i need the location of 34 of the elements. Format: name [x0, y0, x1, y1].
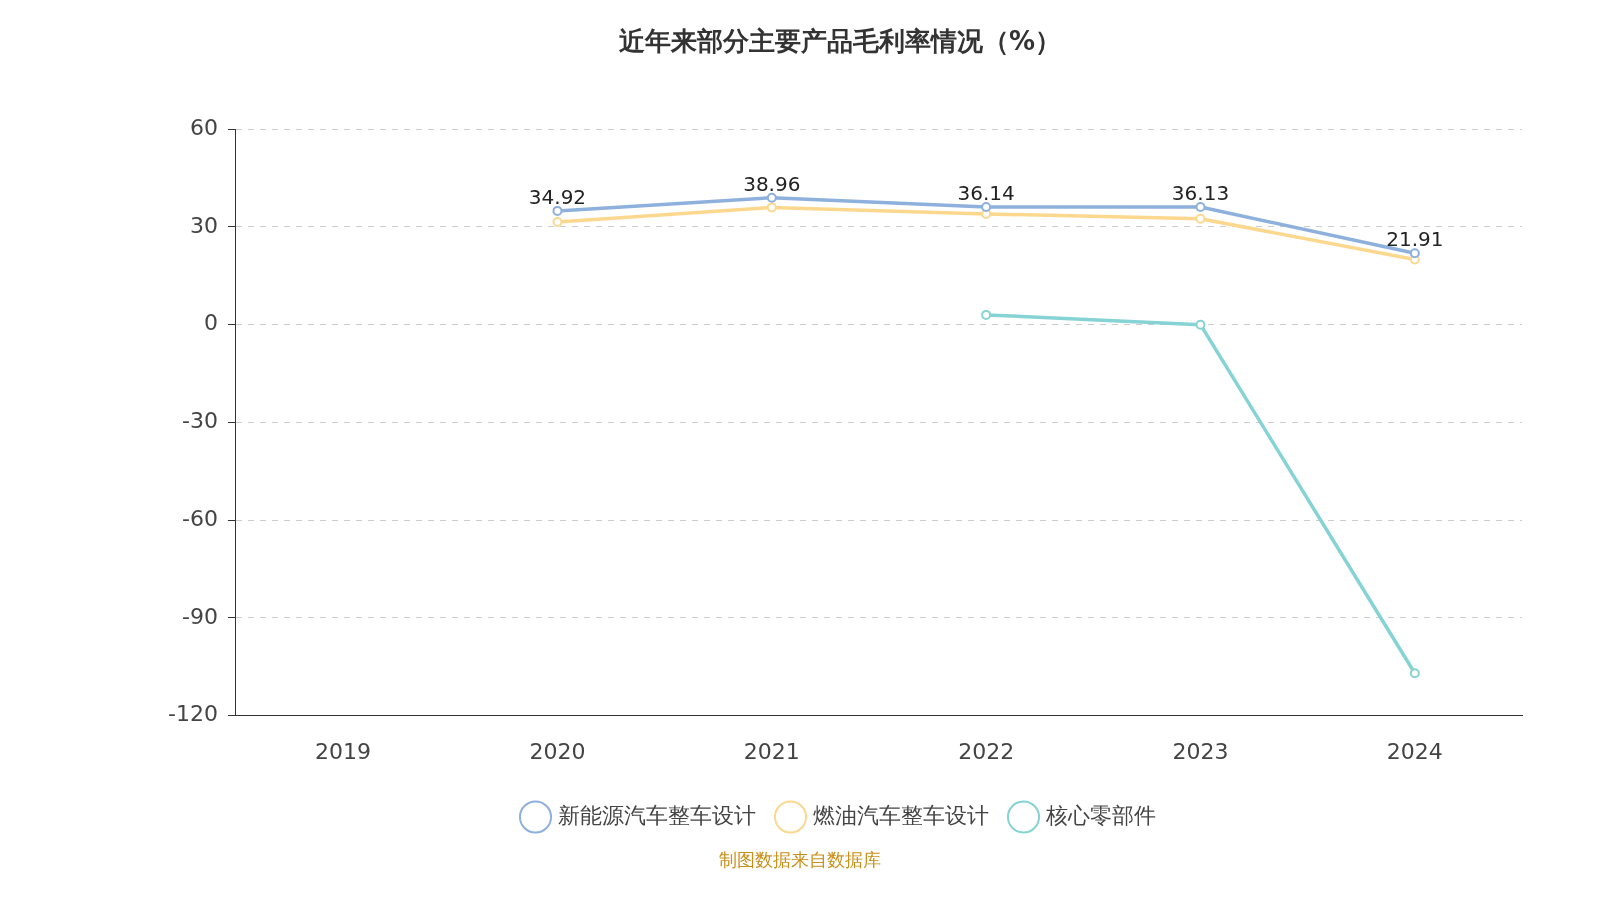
x-tick-label: 2023: [1172, 738, 1229, 764]
x-tick-label: 2020: [529, 738, 586, 764]
y-tick-label: -90: [181, 603, 218, 629]
y-tick-label: 0: [203, 310, 218, 336]
x-tick-label: 2021: [743, 738, 800, 764]
legend-label: 新能源汽车整车设计: [557, 802, 756, 828]
point: [552, 217, 563, 228]
point: [1409, 248, 1420, 259]
y-tick-label: 60: [189, 114, 218, 140]
legend-label: 核心零部件: [1044, 802, 1156, 828]
data-label: 36.13: [1171, 181, 1230, 206]
point: [1409, 668, 1420, 679]
text: 制图数据来自数据库: [718, 848, 882, 872]
point: [1195, 213, 1206, 224]
point: [552, 205, 563, 216]
point: [1195, 201, 1206, 212]
x-tick-label: 2024: [1386, 738, 1443, 764]
data-label: 38.96: [743, 171, 801, 196]
point: [1195, 319, 1206, 330]
x-tick-label: 2022: [958, 738, 1015, 764]
point: [981, 201, 992, 212]
data-label: 34.92: [528, 185, 587, 210]
legend-label: 燃油汽车整车设计: [812, 802, 989, 828]
data-label: 21.91: [1386, 227, 1444, 252]
y-tick-label: -60: [181, 505, 218, 531]
x-tick-label: 2019: [315, 738, 372, 764]
point: [766, 192, 777, 203]
chart-title: 近年来部分主要产品毛利率情况（%）: [618, 26, 1062, 57]
data-label: 36.14: [957, 181, 1015, 206]
point: [766, 202, 777, 213]
y-tick-label: -30: [181, 408, 218, 434]
point: [981, 309, 992, 320]
y-tick-label: 30: [189, 212, 218, 238]
y-tick-label: -120: [167, 701, 218, 727]
